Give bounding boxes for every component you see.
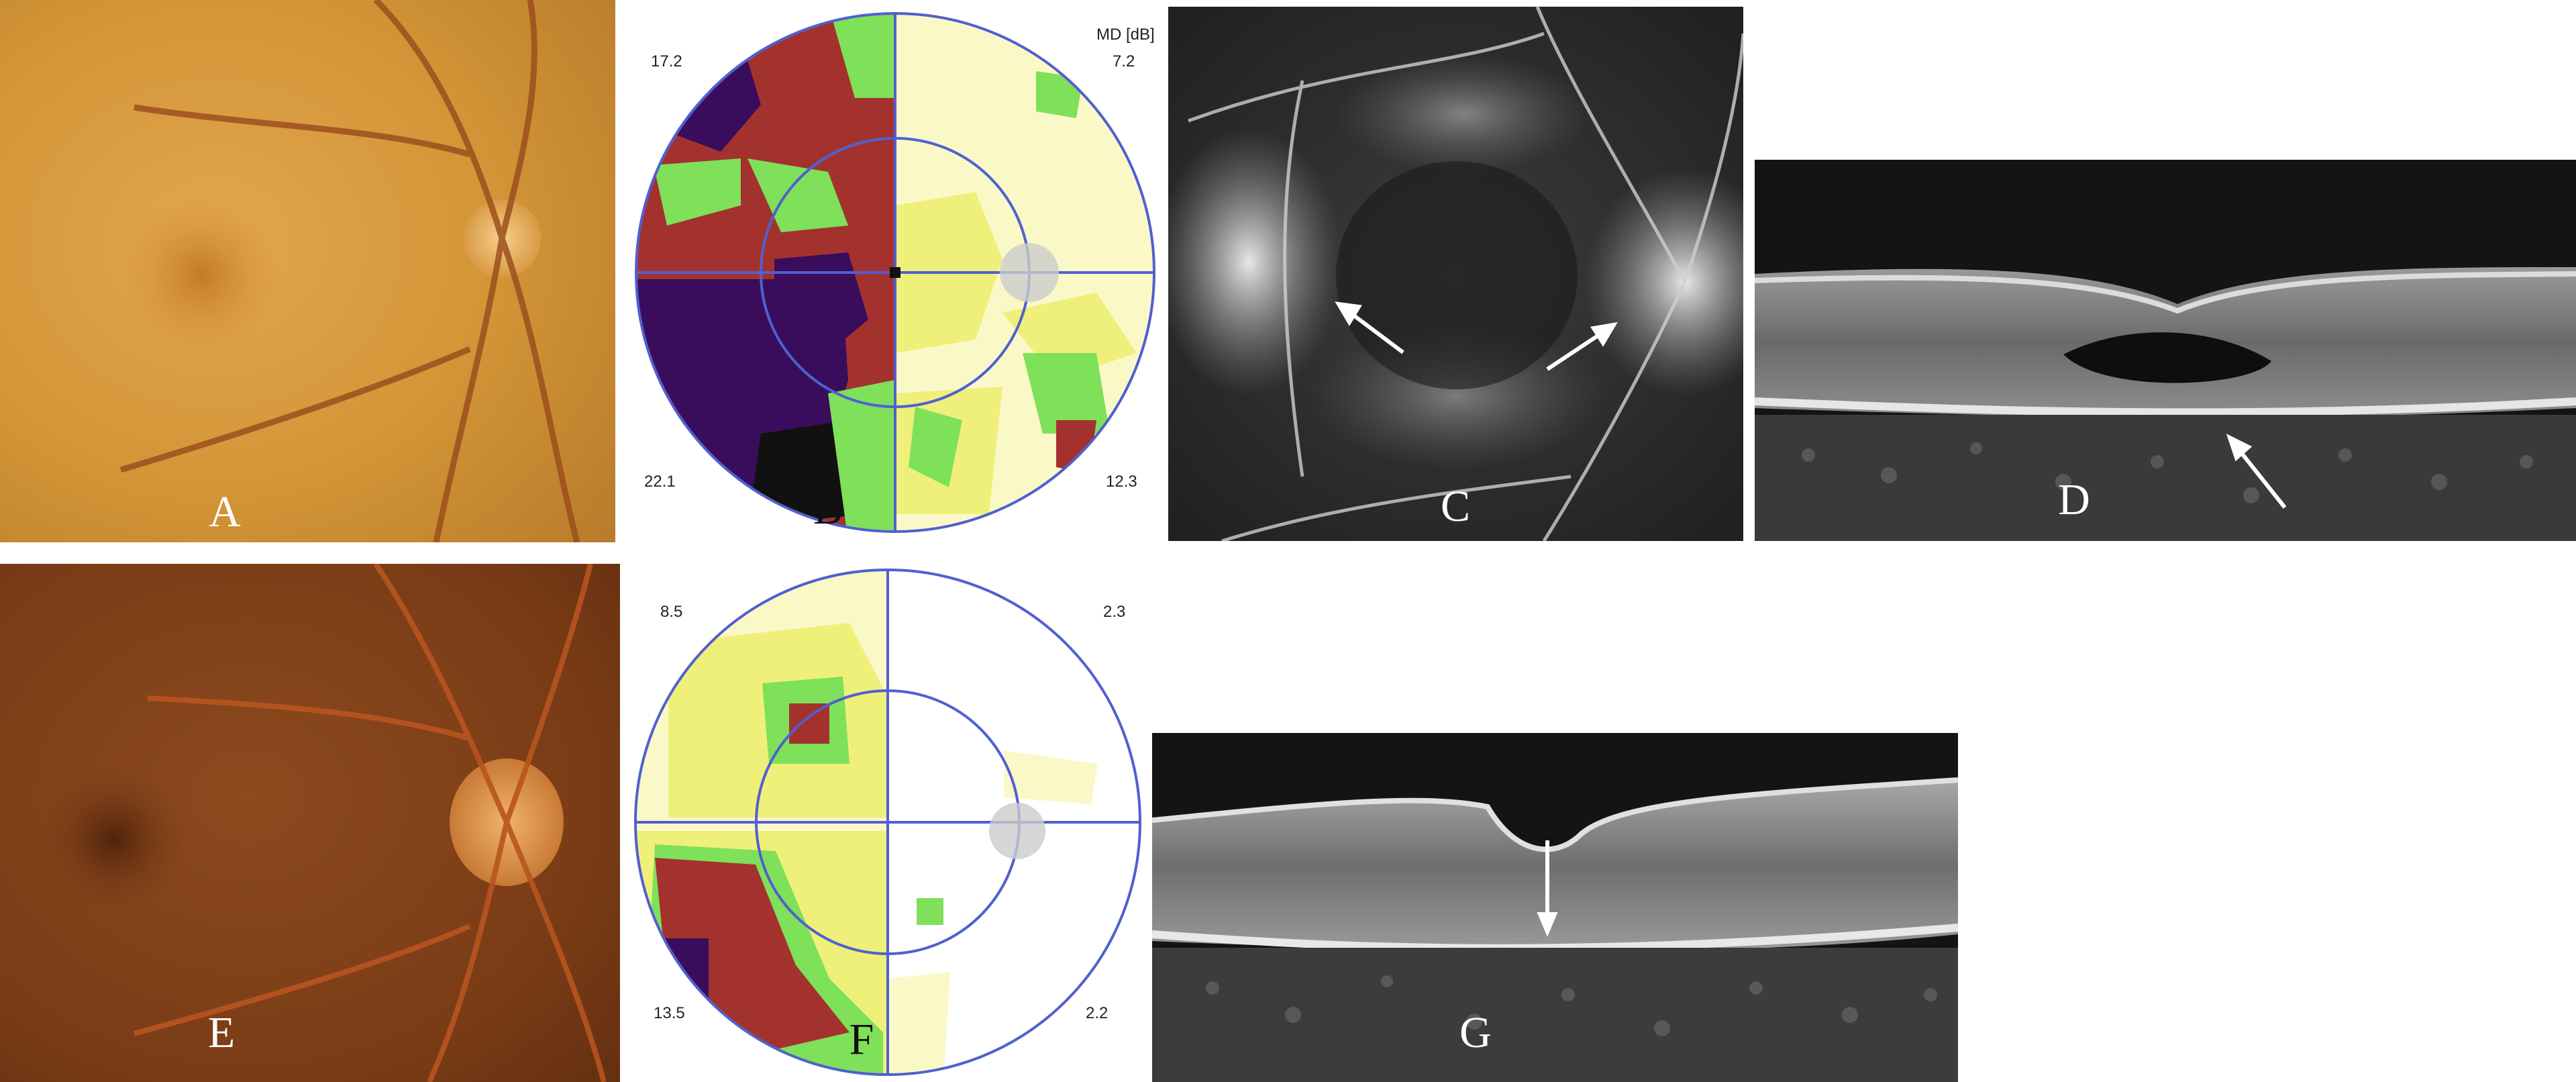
md-value-b-bottom-left: 22.1 [644,473,676,491]
md-value-f-top-left: 8.5 [660,603,683,621]
visual-field-map-f: 8.5 2.3 13.5 2.2 F [628,562,1147,1082]
panel-label-g: G [1459,1008,1492,1057]
panel-label-b: B [813,485,843,534]
fundus-photo-a: A [0,0,615,542]
fluorescein-angiogram-c: C [1168,7,1743,541]
md-value-b-top-right: 7.2 [1113,52,1135,70]
md-value-f-bottom-left: 13.5 [654,1004,685,1022]
vf-header-b: MD [dB] [1096,26,1155,44]
panel-label-a: A [209,487,241,536]
oct-scan-d: D [1755,160,2576,541]
panel-label-c: C [1440,482,1471,531]
md-value-f-bottom-right: 2.2 [1086,1004,1109,1022]
md-value-b-top-left: 17.2 [651,52,682,70]
panel-label-e: E [207,1008,236,1057]
fundus-photo-e: E [0,564,620,1082]
oct-scan-g: G [1152,733,1958,1082]
md-value-f-top-right: 2.3 [1103,603,1126,621]
panel-label-f: F [849,1015,874,1064]
md-value-b-bottom-right: 12.3 [1106,473,1137,491]
panel-label-d: D [2058,475,2090,524]
visual-field-map-b: MD [dB] 17.2 7.2 22.1 12.3 B [627,4,1164,541]
